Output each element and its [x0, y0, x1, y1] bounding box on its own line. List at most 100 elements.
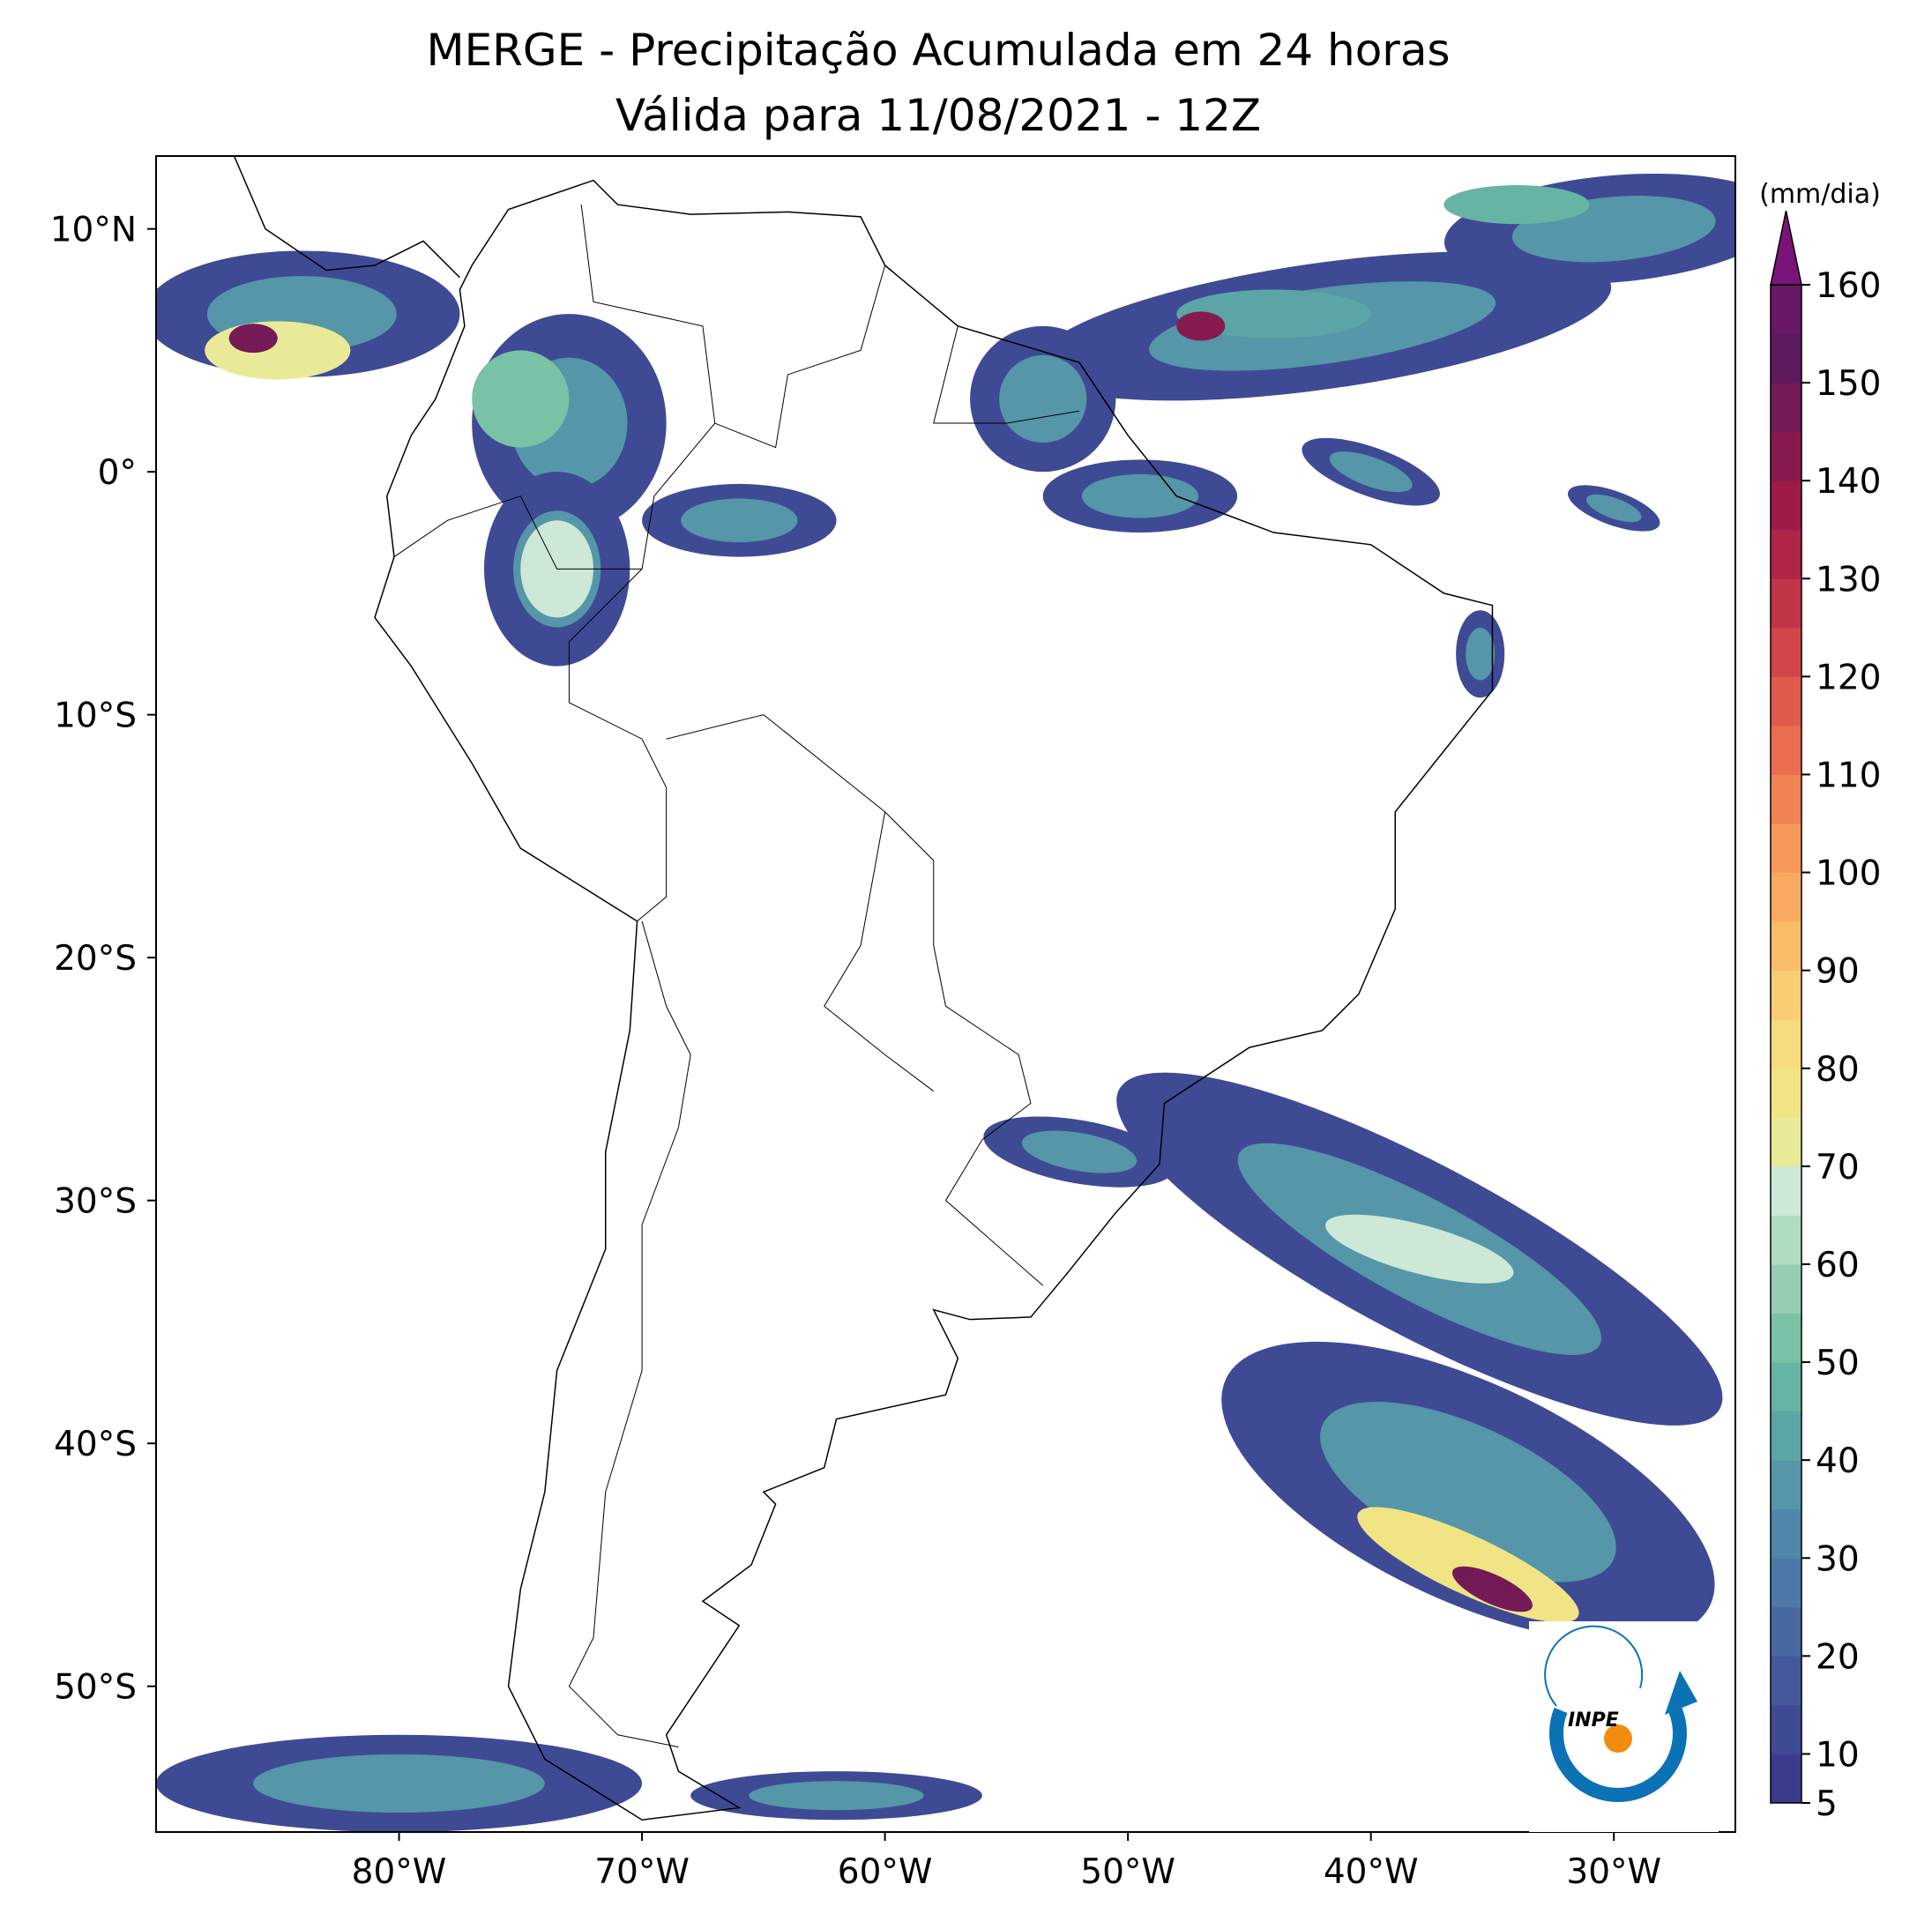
- border: [393, 495, 558, 570]
- x-tick-label: 50°W: [1080, 1852, 1175, 1892]
- coastline: [233, 156, 460, 279]
- rain-area: [1329, 451, 1413, 493]
- y-tick-label: 10°N: [50, 211, 137, 250]
- rain-area: [1081, 473, 1199, 518]
- colorbar-bin: [1771, 480, 1801, 531]
- colorbar-bin: [1771, 383, 1801, 433]
- colorbar-tick-label: 130: [1816, 560, 1881, 600]
- y-tick-label: 40°S: [54, 1425, 137, 1464]
- colorbar-tick-label: 160: [1816, 266, 1881, 306]
- logo-arc: [1549, 1708, 1687, 1802]
- logo-arrow: [1665, 1671, 1697, 1715]
- rain-core: [205, 321, 351, 380]
- colorbar-bin: [1771, 1117, 1801, 1167]
- colorbar-bin: [1771, 725, 1801, 775]
- colorbar-tick-label: 100: [1816, 854, 1881, 894]
- y-tick-label: 30°S: [54, 1182, 137, 1222]
- map-area: [156, 156, 1735, 1832]
- colorbar-extend: [1770, 210, 1802, 286]
- colorbar-bin: [1771, 1558, 1801, 1608]
- x-tick-label: 30°W: [1566, 1852, 1661, 1892]
- chart-title: MERGE - Precipitação Acumulada em 24 hor…: [426, 25, 1450, 76]
- rain-core: [472, 350, 570, 448]
- logo: INPE: [1529, 1621, 1719, 1832]
- colorbar-tick-label: 20: [1816, 1637, 1860, 1677]
- colorbar-bin: [1771, 627, 1801, 677]
- colorbar-bin: [1771, 1704, 1801, 1754]
- rain-area: [1021, 1130, 1138, 1173]
- colorbar-tick-label: 110: [1816, 756, 1881, 795]
- colorbar-bin: [1771, 970, 1801, 1020]
- colorbar-bin: [1771, 1068, 1801, 1118]
- colorbar-bin: [1771, 1166, 1801, 1216]
- colorbar-bin: [1771, 1508, 1801, 1559]
- y-tick-label: 50°S: [54, 1668, 137, 1708]
- rain-area: [999, 354, 1087, 443]
- y-tick-label: 0°: [98, 453, 137, 493]
- colorbar-bin: [1771, 1656, 1801, 1706]
- colorbar-tick-label: 70: [1816, 1148, 1860, 1188]
- colorbar-bin: [1771, 529, 1801, 579]
- border: [824, 811, 935, 1092]
- colorbar-bin: [1771, 1362, 1801, 1412]
- rain-core: [228, 324, 278, 354]
- logo-text: INPE: [1568, 1709, 1619, 1732]
- colorbar-label: (mm/dia): [1759, 179, 1881, 210]
- rain-area: [1466, 628, 1496, 681]
- colorbar-bin: [1771, 1411, 1801, 1461]
- colorbar-bin: [1771, 1754, 1801, 1804]
- rain-area: [253, 1754, 545, 1813]
- x-tick-label: 60°W: [838, 1852, 933, 1892]
- rain-area: [1585, 494, 1642, 523]
- colorbar-tick-label: 80: [1816, 1050, 1860, 1090]
- rain-area: [1320, 1402, 1616, 1583]
- colorbar-tick-label: 10: [1816, 1735, 1860, 1775]
- colorbar-bin: [1771, 676, 1801, 726]
- rain-core: [1443, 185, 1590, 225]
- colorbar-bin: [1771, 1215, 1801, 1265]
- border: [666, 714, 1044, 1286]
- colorbar-bin: [1771, 1313, 1801, 1363]
- y-tick-label: 10°S: [54, 696, 137, 736]
- colorbar-tick-label: 50: [1816, 1344, 1860, 1383]
- logo-orbit: [1544, 1625, 1644, 1707]
- colorbar-frame: [1770, 284, 1802, 1804]
- colorbar-bin: [1771, 285, 1801, 335]
- x-tick-label: 40°W: [1324, 1852, 1419, 1892]
- colorbar-tick-label: 90: [1816, 952, 1860, 992]
- colorbar-bin: [1771, 774, 1801, 824]
- y-tick-label: 20°S: [54, 939, 137, 979]
- border: [933, 325, 1080, 424]
- x-tick-label: 70°W: [594, 1852, 690, 1892]
- border: [714, 264, 886, 449]
- colorbar-tick-label: 30: [1816, 1539, 1860, 1579]
- colorbar-bin: [1771, 1019, 1801, 1069]
- colorbar-tick-label: 150: [1816, 364, 1881, 404]
- rain-core: [1325, 1214, 1514, 1284]
- colorbar-tick-label: 5: [1816, 1784, 1838, 1824]
- border: [568, 920, 691, 1748]
- rain-core: [1176, 311, 1226, 341]
- colorbar-tick-label: 60: [1816, 1246, 1860, 1285]
- plot-frame: [155, 155, 1736, 1833]
- x-tick-label: 80°W: [352, 1852, 447, 1892]
- colorbar-bin: [1771, 1263, 1801, 1314]
- colorbar-bin: [1771, 872, 1801, 922]
- colorbar-bin: [1771, 1606, 1801, 1657]
- chart-subtitle: Válida para 11/08/2021 - 12Z: [615, 90, 1261, 141]
- colorbar-bin: [1771, 578, 1801, 629]
- colorbar-bin: [1771, 1460, 1801, 1510]
- colorbar-tick-label: 40: [1816, 1441, 1860, 1481]
- rain-core: [1451, 1566, 1533, 1612]
- colorbar-bin: [1771, 823, 1801, 874]
- coastline: [374, 179, 1494, 1821]
- colorbar-bin: [1771, 921, 1801, 972]
- rain-area: [681, 498, 798, 543]
- rain-area: [749, 1781, 924, 1811]
- logo-dot: [1604, 1724, 1632, 1753]
- colorbar-bin: [1771, 431, 1801, 481]
- border: [568, 569, 668, 922]
- colorbar-tick-label: 140: [1816, 462, 1881, 502]
- colorbar-tick-label: 120: [1816, 658, 1881, 697]
